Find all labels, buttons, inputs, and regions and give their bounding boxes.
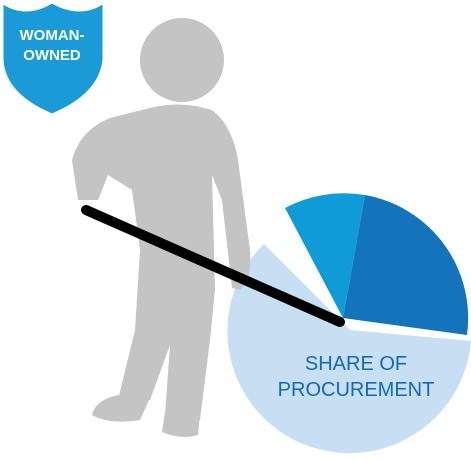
pie-slice-dark	[343, 195, 468, 335]
person	[72, 18, 250, 437]
pie-label: SHARE OF	[305, 353, 407, 375]
badge-text: OWNED	[23, 47, 81, 64]
illustration: WOMAN- OWNED SHARE OF PROCUREMENT	[0, 0, 471, 461]
page: {"badge": {"lines": ["WOMAN-", "OWNED"]}…	[0, 0, 471, 461]
pie-label: PROCUREMENT	[278, 379, 435, 401]
badge-text: WOMAN-	[20, 27, 85, 44]
